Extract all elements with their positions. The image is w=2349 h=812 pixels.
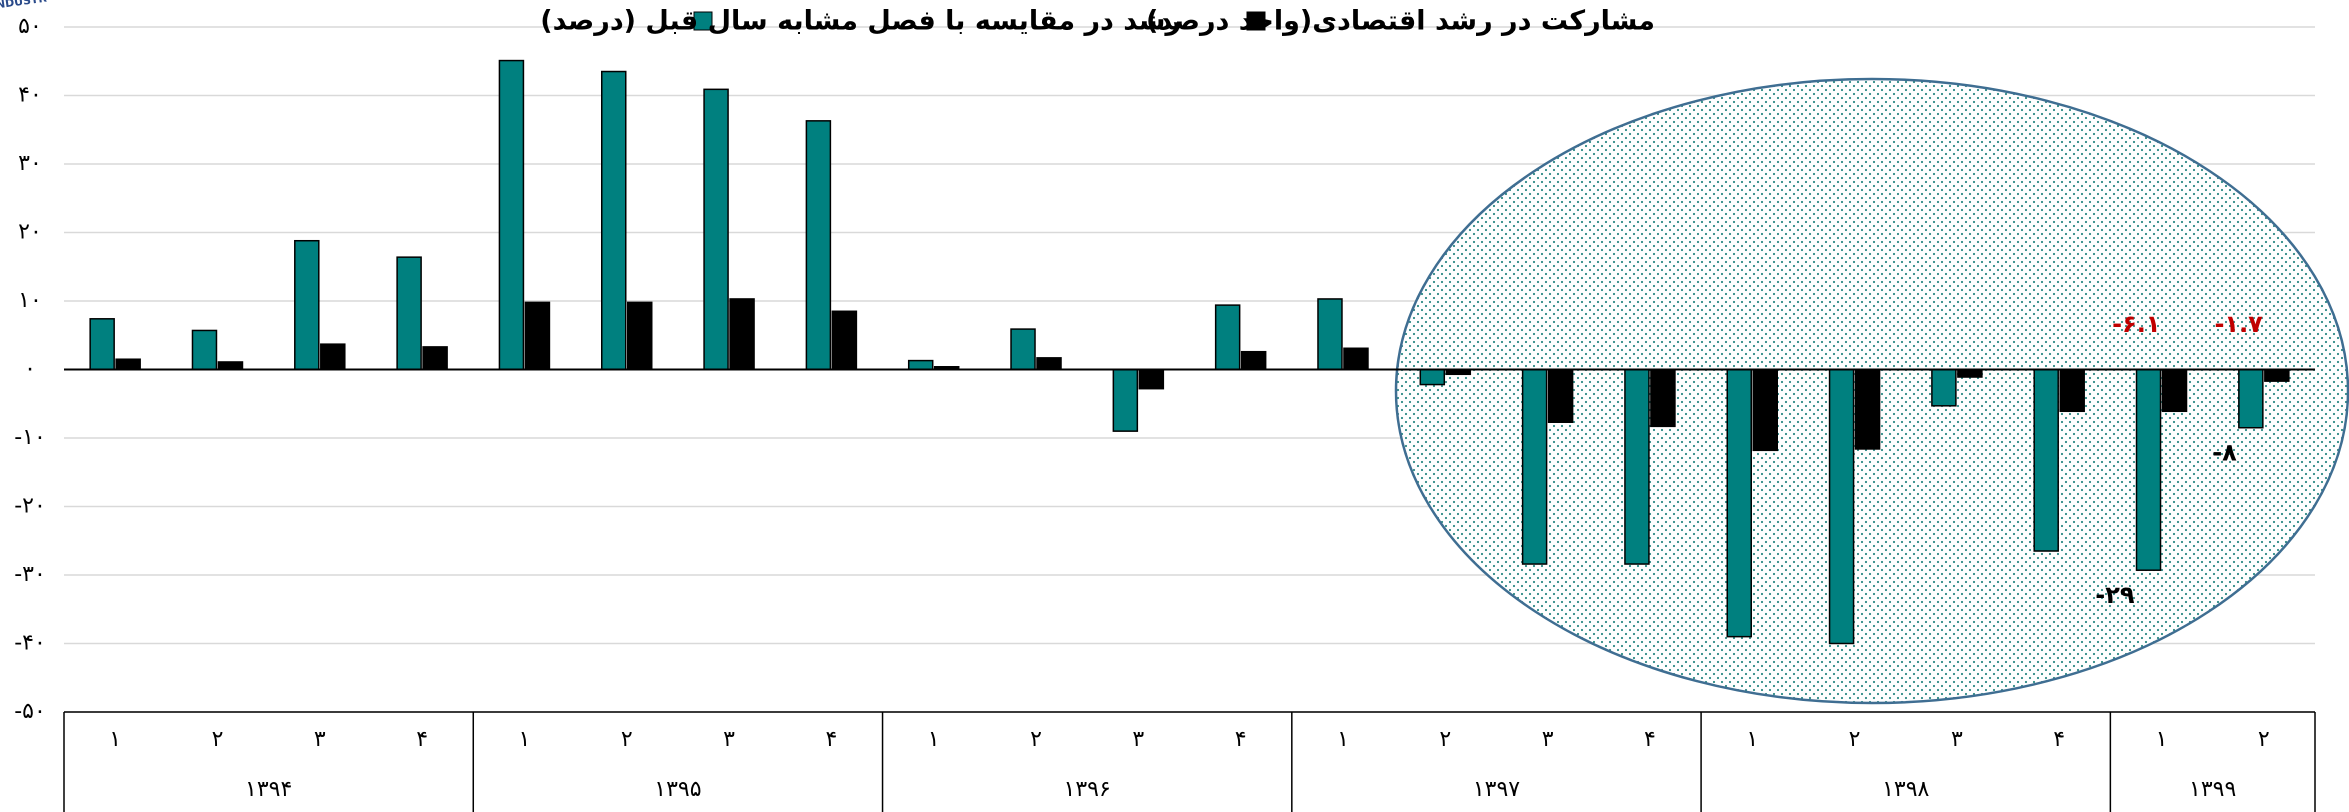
- bar: [1547, 368, 1574, 423]
- bar: [907, 359, 934, 371]
- x-tick-label: ۱: [1746, 727, 1758, 752]
- bar: [2033, 368, 2059, 552]
- x-tick-label: ۴: [416, 727, 428, 752]
- x-tick-label: ۳: [723, 727, 735, 752]
- bar: [1010, 328, 1036, 371]
- bar: [2161, 368, 2188, 413]
- x-tick-label: ۲: [1030, 727, 1042, 752]
- group-label: ۱۳۹۵: [654, 777, 701, 802]
- bar: [1419, 368, 1446, 386]
- bar: [294, 239, 320, 371]
- bar: [396, 256, 422, 371]
- group-label: ۱۳۹۴: [245, 777, 292, 802]
- x-tick-label: ۲: [2258, 727, 2270, 752]
- bar: [1931, 368, 1957, 407]
- group-label: ۱۳۹۶: [1064, 777, 1111, 802]
- x-tick-label: ۳: [1132, 727, 1144, 752]
- x-tick-label: ۱: [519, 727, 531, 752]
- x-tick-label: ۴: [1235, 727, 1247, 752]
- bar: [805, 120, 832, 371]
- x-tick-label: ۲: [1849, 727, 1861, 752]
- bar: [524, 301, 551, 371]
- x-tick-label: ۱: [1337, 727, 1349, 752]
- y-tick-label: -۴۰: [14, 631, 46, 656]
- bar: [2264, 368, 2290, 382]
- bar: [115, 358, 141, 371]
- x-tick-label: ۴: [825, 727, 837, 752]
- bar: [601, 70, 627, 371]
- x-tick-label: ۲: [621, 727, 633, 752]
- x-tick-label: ۱: [928, 727, 940, 752]
- y-tick-label: ۳۰: [18, 151, 42, 176]
- y-tick-label: -۵۰: [14, 699, 46, 724]
- x-tick-label: ۲: [1439, 727, 1451, 752]
- bar: [1752, 368, 1778, 452]
- bar: [217, 361, 244, 371]
- bar: [831, 310, 858, 371]
- legend-label: رشد در مقایسه با فصل مشابه سال قبل (درصد…: [540, 6, 1181, 37]
- bar: [1240, 350, 1267, 371]
- bar: [729, 298, 755, 371]
- bar: [1521, 368, 1548, 565]
- bar: [191, 329, 218, 371]
- x-tick-label: ۲: [212, 727, 224, 752]
- y-tick-label: ۵۰: [18, 14, 42, 39]
- legend-swatch: [1246, 11, 1266, 31]
- data-label: -۲۹: [2095, 581, 2135, 609]
- bar: [498, 59, 525, 371]
- bar: [2059, 368, 2085, 413]
- bar: [89, 318, 115, 371]
- bar: [703, 88, 729, 371]
- data-label: -۸: [2212, 439, 2237, 467]
- x-tick-label: ۱: [2156, 727, 2168, 752]
- bar: [2135, 368, 2162, 571]
- bar: [2238, 368, 2264, 429]
- y-tick-label: -۲۰: [14, 494, 46, 519]
- bar: [1214, 304, 1241, 371]
- bar: [1343, 347, 1369, 371]
- bar: [1854, 368, 1881, 450]
- group-label: ۱۳۹۷: [1473, 777, 1520, 802]
- y-tick-label: ۲۰: [18, 220, 42, 245]
- x-tick-label: ۳: [314, 727, 326, 752]
- x-tick-label: ۱: [109, 727, 121, 752]
- bar: [627, 301, 653, 371]
- bar: [320, 343, 346, 371]
- x-tick-label: ۳: [1951, 727, 1963, 752]
- y-tick-label: -۳۰: [14, 562, 46, 587]
- data-label: -۱.۷: [2214, 310, 2263, 338]
- bar: [1317, 298, 1343, 371]
- bar: [1112, 368, 1139, 432]
- y-tick-label: ۴۰: [18, 83, 42, 108]
- y-tick-label: ۰: [24, 357, 36, 382]
- legend-label: مشارکت در رشد اقتصادی(واحد درصد): [1146, 6, 1655, 37]
- bar: [1138, 368, 1165, 390]
- x-tick-label: ۴: [1644, 727, 1656, 752]
- y-tick-label: ۱۰: [18, 288, 42, 313]
- data-label: -۶.۱: [2112, 310, 2160, 338]
- bar: [1726, 368, 1752, 638]
- group-label: ۱۳۹۹: [2189, 777, 2236, 802]
- legend-swatch: [693, 11, 713, 31]
- x-tick-label: ۳: [1542, 727, 1554, 752]
- y-tick-label: -۱۰: [14, 425, 46, 450]
- group-label: ۱۳۹۸: [1882, 777, 1929, 802]
- bar: [1957, 368, 1983, 378]
- watermark: NDUSTR: [0, 0, 48, 11]
- bar: [1650, 368, 1676, 428]
- bar: [1624, 368, 1650, 565]
- bar: [1828, 368, 1855, 645]
- bar: [422, 346, 448, 371]
- bar: [1036, 357, 1062, 371]
- x-tick-label: ۴: [2053, 727, 2065, 752]
